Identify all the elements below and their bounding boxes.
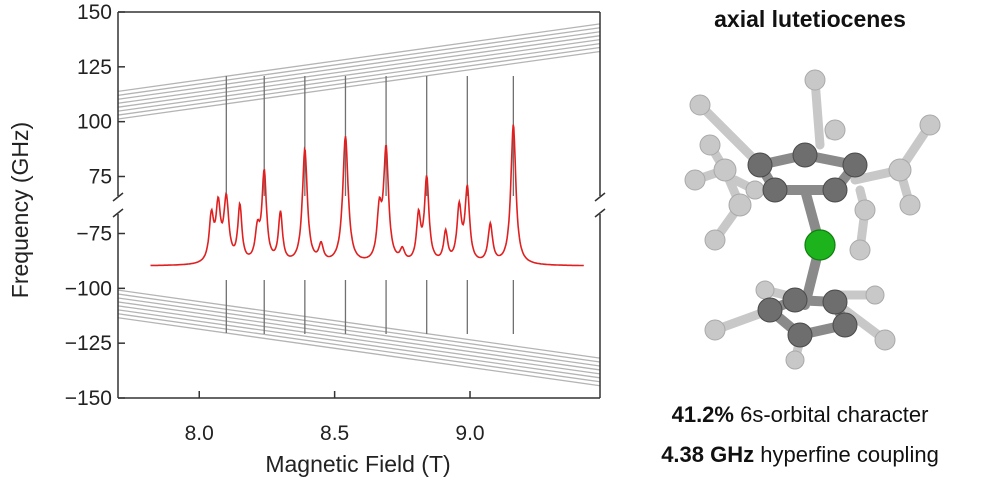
substituent-atom-6 bbox=[804, 69, 826, 91]
upper-level-line-7 bbox=[117, 23, 601, 93]
caption-hyperfine-value: 4.38 GHz bbox=[661, 442, 755, 467]
lower-level-line-2 bbox=[117, 297, 601, 367]
caption-orbital-character: 41.2% 6s-orbital character bbox=[610, 402, 990, 428]
y-tick-label-lower-0: −75 bbox=[76, 223, 112, 246]
x-axis-ticks: 8.0 8.5 9.0 bbox=[185, 391, 485, 445]
carbon-atoms bbox=[747, 142, 868, 348]
substituent-atom-11 bbox=[854, 199, 876, 221]
carbon-atom-8 bbox=[832, 312, 858, 338]
axis-break-mark-1-b bbox=[594, 208, 606, 218]
caption-hyperfine-text: hyperfine coupling bbox=[754, 442, 939, 467]
substituent-atom-16 bbox=[874, 329, 896, 351]
x-tick-label-2: 9.0 bbox=[455, 422, 484, 445]
carbon-atom-3 bbox=[822, 177, 848, 203]
lower-energy-levels bbox=[117, 289, 601, 387]
plot-frame bbox=[112, 11, 606, 399]
substituent-atom-3 bbox=[704, 229, 726, 251]
carbon-atom-5 bbox=[757, 297, 783, 323]
x-tick-label-0: 8.0 bbox=[185, 422, 214, 445]
lower-level-line-1 bbox=[117, 293, 601, 363]
carbon-atom-7 bbox=[822, 289, 848, 315]
y-tick-label-lower-3: −150 bbox=[65, 387, 112, 410]
y-tick-label-lower-2: −125 bbox=[65, 332, 112, 355]
substituent-atom-1 bbox=[699, 134, 721, 156]
x-tick-label-1: 8.5 bbox=[320, 422, 349, 445]
molecule-bonds bbox=[690, 75, 935, 365]
carbon-atom-6 bbox=[782, 287, 808, 313]
substituent-atom-8 bbox=[919, 114, 941, 136]
spectrum-trace bbox=[150, 124, 584, 267]
lower-level-line-6 bbox=[117, 313, 601, 383]
carbon-atom-2 bbox=[842, 152, 868, 178]
y-tick-label-upper-1: 100 bbox=[77, 111, 112, 134]
upper-energy-levels bbox=[117, 23, 601, 120]
molecule-title: axial lutetiocenes bbox=[714, 6, 906, 32]
upper-level-line-1 bbox=[117, 46, 601, 116]
lutetiocene-structure bbox=[684, 69, 941, 370]
substituent-atom-18 bbox=[785, 350, 805, 370]
carbon-atom-4 bbox=[762, 177, 788, 203]
lower-level-line-0 bbox=[117, 289, 601, 359]
y-axis-title: Frequency (GHz) bbox=[7, 122, 33, 298]
upper-level-line-3 bbox=[117, 38, 601, 108]
y-tick-label-upper-0: 75 bbox=[89, 165, 112, 188]
carbon-atom-9 bbox=[787, 322, 813, 348]
y-tick-label-upper-2: 125 bbox=[77, 56, 112, 79]
carbon-atom-0 bbox=[747, 152, 773, 178]
axis-break-mark-1-a bbox=[594, 192, 606, 202]
lower-level-line-3 bbox=[117, 301, 601, 371]
substituent-atom-14 bbox=[704, 319, 726, 341]
y-tick-label-upper-3: 150 bbox=[77, 1, 112, 24]
substituent-atom-10 bbox=[899, 194, 921, 216]
substituent-atom-2 bbox=[689, 94, 711, 116]
upper-level-line-2 bbox=[117, 42, 601, 112]
axis-break-mark-0-b bbox=[112, 208, 124, 218]
substituent-atom-17 bbox=[865, 285, 885, 305]
transition-lines bbox=[225, 76, 514, 334]
x-axis-title: Magnetic Field (T) bbox=[265, 451, 450, 477]
substituent-atom-5 bbox=[713, 158, 737, 182]
lower-level-line-4 bbox=[117, 305, 601, 375]
caption-orbital-value: 41.2% bbox=[671, 402, 734, 427]
substituent-atom-9 bbox=[888, 158, 912, 182]
upper-level-line-6 bbox=[117, 27, 601, 96]
axis-break-mark-0-a bbox=[112, 192, 124, 202]
substituent-atom-15 bbox=[755, 280, 775, 300]
y-axis-ticks: 75 100 125 150 −75 −100 −125 −150 bbox=[65, 1, 125, 410]
lower-level-line-7 bbox=[117, 317, 601, 387]
caption-hyperfine-coupling: 4.38 GHz hyperfine coupling bbox=[610, 442, 990, 468]
substituent-atoms bbox=[684, 69, 941, 370]
frequency-field-chart: 75 100 125 150 −75 −100 −125 −150 8.0 8.5 9.0 Mag… bbox=[7, 1, 606, 477]
substituent-atom-13 bbox=[745, 180, 765, 200]
substituent-atom-4 bbox=[728, 193, 752, 217]
lower-level-line-5 bbox=[117, 309, 601, 379]
caption-orbital-text: 6s-orbital character bbox=[733, 402, 929, 427]
upper-level-line-5 bbox=[117, 31, 601, 100]
upper-level-line-0 bbox=[117, 50, 601, 120]
carbon-atom-1 bbox=[792, 142, 818, 168]
substituent-atom-0 bbox=[684, 169, 706, 191]
upper-level-line-4 bbox=[117, 35, 601, 104]
y-tick-label-lower-1: −100 bbox=[65, 277, 112, 300]
substituent-atom-12 bbox=[849, 239, 871, 261]
lutetium-atom bbox=[804, 229, 836, 261]
substituent-atom-7 bbox=[824, 119, 846, 141]
